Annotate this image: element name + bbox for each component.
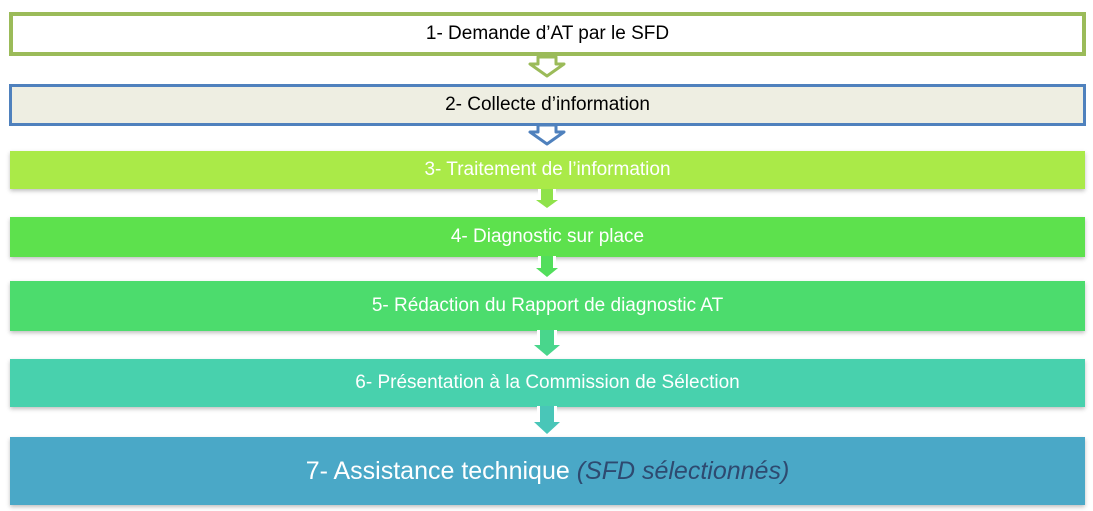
step-2-label: 2- Collecte d’information	[445, 94, 650, 115]
step-5-label: 5- Rédaction du Rapport de diagnostic AT	[371, 295, 724, 316]
step-3-box: 3- Traitement de l’information	[10, 151, 1085, 189]
arrow-5-to-6	[528, 330, 566, 360]
step-4-label: 4- Diagnostic sur place	[450, 226, 645, 247]
arrow-6-to-7	[528, 406, 566, 438]
step-3-label: 3- Traitement de l’information	[424, 159, 671, 180]
step-7-note: (SFD sélectionnés)	[576, 456, 790, 485]
step-5-box: 5- Rédaction du Rapport de diagnostic AT	[10, 281, 1085, 331]
arrow-3-to-4	[530, 189, 564, 211]
step-7-label: 7- Assistance technique	[305, 456, 577, 485]
step-1-box: 1- Demande d’AT par le SFD	[9, 12, 1086, 56]
step-2-box: 2- Collecte d’information	[9, 84, 1086, 126]
step-1-label: 1- Demande d’AT par le SFD	[425, 23, 670, 44]
arrow-2-to-3	[528, 123, 566, 146]
step-6-box: 6- Présentation à la Commission de Sélec…	[10, 359, 1085, 407]
step-7-box: 7- Assistance technique (SFD sélectionné…	[10, 437, 1085, 505]
step-4-box: 4- Diagnostic sur place	[10, 217, 1085, 257]
arrow-1-to-2	[528, 55, 566, 78]
step-6-label: 6- Présentation à la Commission de Sélec…	[355, 372, 740, 393]
arrow-4-to-5	[530, 256, 564, 280]
